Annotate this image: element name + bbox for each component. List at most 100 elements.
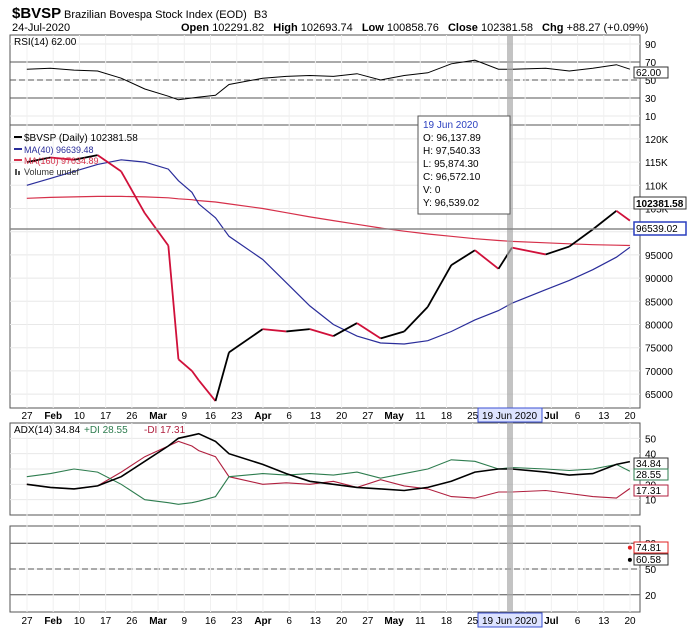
x-tick-label-bottom: 20: [336, 616, 348, 627]
x-tick-label-top: 26: [126, 411, 138, 422]
tooltip-date: 19 Jun 2020: [423, 120, 478, 131]
price-value-tag: 102381.58: [633, 196, 687, 210]
symbol: $BVSP: [12, 5, 62, 22]
price-tick-label: 80000: [645, 320, 673, 331]
svg-text:102381.58: 102381.58: [636, 199, 684, 210]
exchange-name: B3: [253, 9, 268, 21]
index-full-name: Brazilian Bovespa Stock Index (EOD): [64, 9, 247, 21]
price-segment: [228, 328, 264, 354]
price-tooltip: 19 Jun 2020 O: 96,137.89 H: 97,540.33 L:…: [417, 115, 511, 215]
x-tick-label-top: 11: [415, 411, 426, 422]
mdi-line: [26, 440, 631, 499]
price-segment: [403, 306, 429, 333]
rsi-legend: RSI(14) 62.00: [14, 37, 77, 48]
price-segment: [474, 249, 500, 270]
price-segment: [97, 154, 122, 173]
chg-label: Chg: [542, 22, 564, 34]
svg-text:34.84: 34.84: [636, 459, 661, 470]
low-label: Low: [361, 22, 384, 34]
pdi-legend: +DI 28.55: [84, 425, 128, 436]
x-tick-label-top: Mar: [149, 411, 167, 422]
price-segment: [511, 246, 546, 256]
price-tick-label: 105K: [645, 205, 669, 216]
price-segment: [615, 210, 631, 222]
price-segment: [197, 379, 217, 402]
crosshair-value-tag: 96539.02: [633, 221, 687, 236]
x-tick-label-top: 20: [624, 411, 636, 422]
x-tick-label-bottom: 25: [467, 616, 479, 627]
svg-text:19 Jun 2020: 19 Jun 2020: [482, 616, 537, 627]
axis-labels: 9070503010120K115K110K105K100K9500090000…: [21, 40, 673, 627]
x-tick-label-top: 27: [362, 411, 374, 422]
x-tick-label-bottom: Feb: [44, 616, 62, 627]
x-axis-highlight-bottom: 19 Jun 2020: [477, 612, 543, 628]
chg-value: +88.27 (+0.09%): [566, 22, 649, 34]
x-tick-label-bottom: 11: [415, 616, 426, 627]
volume-legend: Volume undef: [24, 167, 80, 177]
ma40-legend: MA(40) 96639.48: [24, 145, 94, 155]
svg-text:60.58: 60.58: [636, 555, 661, 566]
price-segment: [332, 322, 358, 337]
price-segment: [177, 358, 193, 372]
x-tick-label-top: 23: [231, 411, 243, 422]
tooltip-low: L: 95,874.30: [423, 159, 479, 170]
x-tick-label-bottom: 27: [21, 616, 33, 627]
rsi-tick-label: 30: [645, 94, 657, 105]
x-tick-label-bottom: 9: [182, 616, 188, 627]
x-tick-label-top: 6: [286, 411, 292, 422]
price-tick-label: 75000: [645, 344, 673, 355]
adx-tick-label: 50: [645, 434, 657, 445]
stoch-value-tags: 74.81 60.58: [633, 541, 669, 566]
price-segment: [286, 328, 310, 333]
price-legend-swatch: [14, 136, 22, 138]
x-tick-label-top: 17: [100, 411, 112, 422]
price-segment: [167, 245, 180, 360]
rsi-tick-label: 50: [645, 76, 657, 87]
x-tick-label-bottom: 23: [231, 616, 243, 627]
x-axis-highlight-top: 19 Jun 2020: [477, 407, 543, 423]
x-tick-label-top: Feb: [44, 411, 62, 422]
open-label: Open: [181, 22, 210, 34]
price-segment: [309, 328, 334, 337]
price-segment: [26, 156, 51, 163]
rsi-line: [26, 59, 631, 101]
stoch-tick-label: 20: [645, 591, 657, 602]
tooltip-high: H: 97,540.33: [423, 146, 481, 157]
adx-legend: ADX(14) 34.84: [14, 425, 81, 436]
adx-tick-label: 40: [645, 450, 657, 461]
svg-text:96539.02: 96539.02: [636, 224, 678, 235]
price-segment: [262, 328, 287, 333]
pdi-line: [26, 459, 631, 505]
price-tick-label: 115K: [645, 158, 668, 169]
x-tick-label-bottom: 6: [575, 616, 581, 627]
x-tick-label-top: 27: [21, 411, 33, 422]
x-tick-label-bottom: 17: [100, 616, 112, 627]
index-name: Brazilian Bovespa Stock Index (EOD) B3: [64, 9, 267, 21]
price-segment: [568, 228, 594, 248]
x-tick-label-top: 18: [441, 411, 453, 422]
price-tick-label: 65000: [645, 390, 673, 401]
adx-tick-label: 10: [645, 496, 657, 507]
quote-date: 24-Jul-2020: [12, 22, 71, 34]
x-tick-label-top: 20: [336, 411, 348, 422]
svg-text:74.81: 74.81: [636, 543, 661, 554]
x-tick-label-top: 10: [74, 411, 86, 422]
x-tick-label-bottom: 6: [286, 616, 292, 627]
stoch-k-point: [627, 545, 632, 550]
x-tick-label-bottom: 13: [598, 616, 610, 627]
price-segment: [450, 249, 476, 266]
rsi-tick-label: 90: [645, 40, 657, 51]
volume-legend-swatch-2: [18, 171, 20, 175]
x-tick-label-top: Apr: [254, 411, 271, 422]
x-tick-label-top: Jul: [544, 411, 559, 422]
volume-legend-swatch: [15, 169, 17, 175]
x-tick-label-top: 16: [205, 411, 217, 422]
x-tick-label-top: 6: [575, 411, 581, 422]
price-segment: [380, 330, 405, 340]
x-tick-label-bottom: May: [384, 616, 404, 627]
series-lines: [26, 59, 632, 562]
price-tick-label: 120K: [645, 135, 669, 146]
x-tick-label-bottom: Jul: [544, 616, 559, 627]
price-panel-frame: [9, 124, 641, 409]
